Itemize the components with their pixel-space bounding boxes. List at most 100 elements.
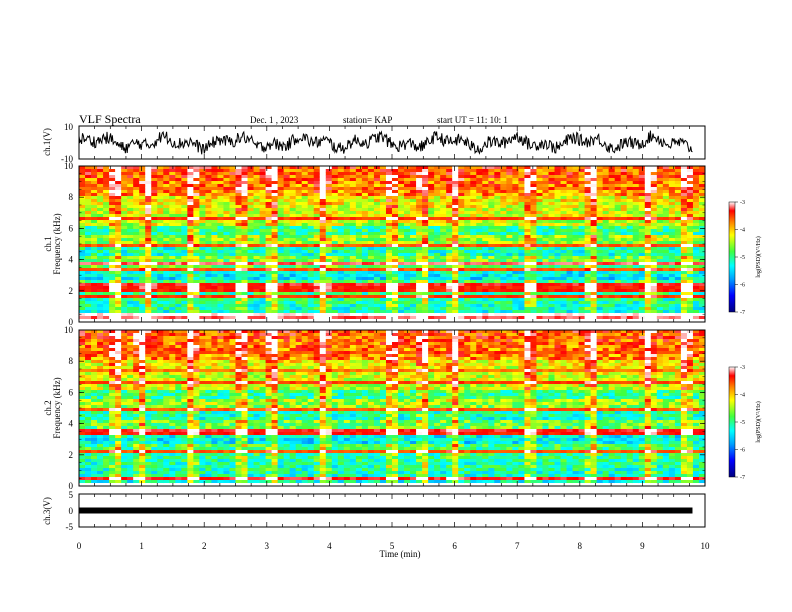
spectrogram-cell bbox=[373, 172, 381, 176]
spectrogram-cell bbox=[632, 298, 640, 302]
spectrogram-cell bbox=[85, 247, 92, 251]
spectrogram-cell bbox=[404, 214, 411, 218]
spectrogram-cell bbox=[169, 205, 176, 209]
spectrogram-cell bbox=[596, 181, 604, 185]
spectrogram-cell bbox=[331, 244, 339, 248]
spectrogram-cell bbox=[379, 292, 387, 296]
start-time-label: start UT = 11: 10: 1 bbox=[437, 115, 508, 125]
spectrogram-cell bbox=[434, 235, 441, 239]
spectrogram-cell bbox=[253, 235, 260, 239]
spectrogram-cell bbox=[259, 304, 266, 308]
spectrogram-cell bbox=[602, 211, 610, 215]
spectrogram-cell bbox=[223, 244, 230, 248]
spectrogram-cell bbox=[398, 244, 405, 248]
spectrogram-cell bbox=[223, 223, 230, 227]
spectrogram-cell bbox=[283, 268, 291, 272]
spectrogram-cell bbox=[109, 283, 116, 287]
spectrogram-cell bbox=[590, 256, 598, 260]
spectrogram-cell bbox=[524, 211, 531, 215]
spectrogram-cell bbox=[319, 199, 327, 203]
spectrogram-cell bbox=[331, 235, 339, 239]
spectrogram-cell bbox=[295, 184, 303, 188]
spectrogram-cell bbox=[554, 283, 561, 287]
spectrogram-cell bbox=[331, 217, 339, 221]
spectrogram-cell bbox=[494, 268, 501, 272]
spectrogram-cell bbox=[470, 316, 477, 320]
spectrogram-cell bbox=[253, 247, 260, 251]
spectrogram-cell bbox=[554, 223, 561, 227]
spectrogram-cell bbox=[560, 316, 567, 320]
spectrogram-cell bbox=[349, 316, 357, 320]
spectrogram-cell bbox=[392, 244, 399, 248]
spectrogram-cell bbox=[488, 262, 495, 266]
spectrogram-cell bbox=[584, 310, 592, 314]
spectrogram-cell bbox=[584, 238, 592, 242]
spectrogram-cell bbox=[241, 268, 248, 272]
spectrogram-cell bbox=[385, 244, 393, 248]
spectrogram-cell bbox=[157, 211, 164, 215]
spectrogram-cell bbox=[596, 205, 604, 209]
spectrogram-cell bbox=[181, 295, 188, 299]
spectrogram-cell bbox=[253, 217, 260, 221]
spectrogram-cell bbox=[452, 178, 459, 182]
spectrogram-cell bbox=[325, 277, 333, 281]
spectrogram-cell bbox=[325, 235, 333, 239]
spectrogram-cell bbox=[103, 259, 110, 263]
spectrogram-cell bbox=[193, 172, 200, 176]
spectrogram-cell bbox=[404, 274, 411, 278]
spectrogram-cell bbox=[175, 226, 182, 230]
spectrogram-cell bbox=[283, 271, 291, 275]
spectrogram-cell bbox=[638, 301, 646, 305]
spectrogram-cell bbox=[103, 187, 110, 191]
spectrogram-cell bbox=[373, 247, 381, 251]
spectrogram-cell bbox=[79, 268, 86, 272]
spectrogram-cell bbox=[343, 214, 351, 218]
spectrogram-cell bbox=[476, 220, 483, 224]
spectrogram-cell bbox=[157, 271, 164, 275]
spectrogram-cell bbox=[620, 274, 628, 278]
spectrogram-cell bbox=[596, 223, 604, 227]
spectrogram-cell bbox=[392, 313, 399, 317]
spectrogram-cell bbox=[109, 217, 116, 221]
spectrogram-cell bbox=[319, 190, 327, 194]
spectrogram-cell bbox=[530, 193, 537, 197]
spectrogram-cell bbox=[145, 187, 152, 191]
spectrogram-cell bbox=[85, 292, 92, 296]
spectrogram-cell bbox=[307, 190, 315, 194]
spectrogram-cell bbox=[325, 223, 333, 227]
spectrogram-cell bbox=[482, 286, 489, 290]
spectrogram-cell bbox=[524, 193, 531, 197]
spectrogram-cell bbox=[416, 247, 423, 251]
spectrogram-cell bbox=[295, 313, 303, 317]
spectrogram-cell bbox=[313, 310, 321, 314]
spectrogram-cell bbox=[578, 307, 586, 311]
spectrogram-cell bbox=[398, 295, 405, 299]
spectrogram-cell bbox=[211, 184, 218, 188]
spectrogram-cell bbox=[434, 169, 441, 173]
spectrogram-cell bbox=[115, 196, 122, 200]
spectrogram-cell bbox=[337, 262, 345, 266]
spectrogram-cell bbox=[632, 184, 640, 188]
spectrogram-cell bbox=[121, 292, 128, 296]
spectrogram-cell bbox=[416, 274, 423, 278]
spectrogram-cell bbox=[379, 283, 387, 287]
spectrogram-cell bbox=[410, 274, 417, 278]
spectrogram-cell bbox=[187, 247, 194, 251]
spectrogram-cell bbox=[632, 250, 640, 254]
spectrogram-cell bbox=[319, 298, 327, 302]
spectrogram-cell bbox=[536, 199, 543, 203]
spectrogram-cell bbox=[271, 226, 279, 230]
spectrogram-cell bbox=[608, 223, 616, 227]
spectrogram-cell bbox=[103, 226, 110, 230]
spectrogram-cell bbox=[253, 259, 260, 263]
spectrogram-cell bbox=[139, 220, 146, 224]
spectrogram-cell bbox=[85, 262, 92, 266]
spectrogram-cell bbox=[301, 280, 309, 284]
spectrogram-cell bbox=[524, 247, 531, 251]
spectrogram-cell bbox=[241, 178, 248, 182]
spectrogram-cell bbox=[349, 214, 357, 218]
spectrogram-cell bbox=[133, 166, 140, 170]
spectrogram-cell bbox=[554, 274, 561, 278]
spectrogram-cell bbox=[452, 202, 459, 206]
spectrogram-cell bbox=[241, 214, 248, 218]
